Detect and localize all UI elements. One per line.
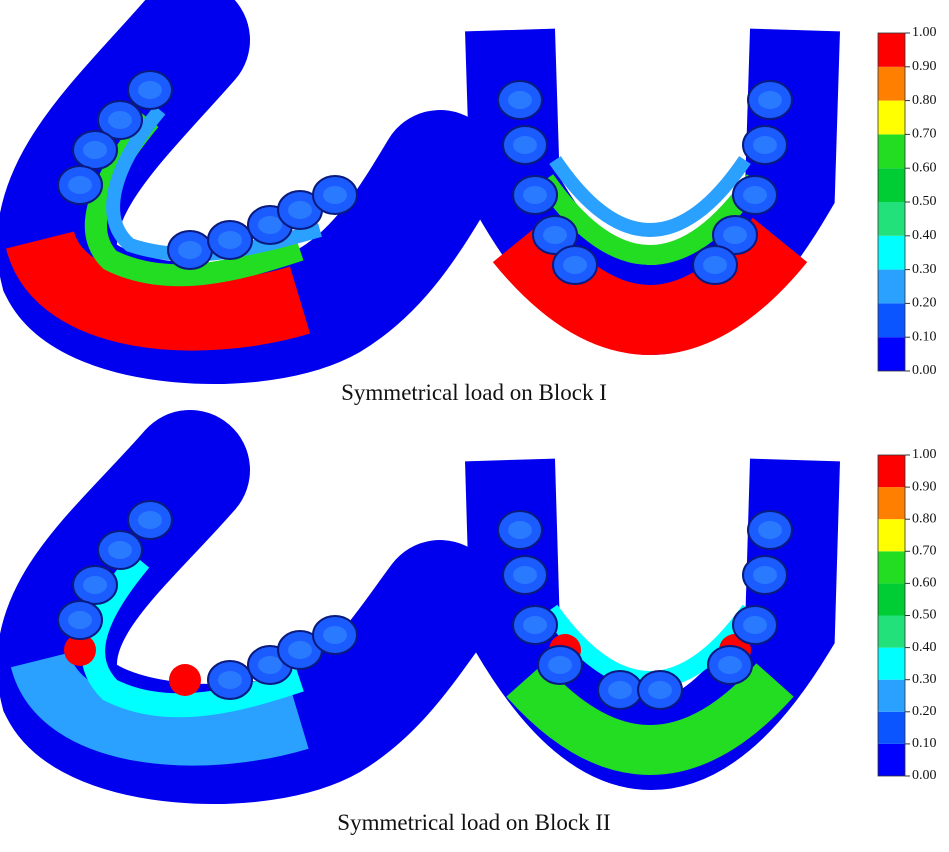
tick-label: 0.10 xyxy=(912,736,937,751)
colorbar-band xyxy=(878,616,905,648)
tick-label: 0.70 xyxy=(912,544,937,559)
colorbar-band xyxy=(878,134,905,168)
tick-label: 0.90 xyxy=(912,479,937,494)
colorbar-band xyxy=(878,648,905,680)
tick-label: 0.00 xyxy=(912,768,937,783)
tick-label: 0.30 xyxy=(912,672,937,687)
tick-label: 1.00 xyxy=(912,25,937,40)
colorbar-band xyxy=(878,303,905,337)
caption: Symmetrical load on Block I xyxy=(341,380,607,405)
tick-label: 0.50 xyxy=(912,194,937,209)
colorbar-band xyxy=(878,583,905,615)
colorbar-band xyxy=(878,455,905,487)
tick-label: 0.10 xyxy=(912,329,937,344)
tick-label: 0.80 xyxy=(912,93,937,108)
colorbar-band xyxy=(878,67,905,101)
colorbar-band xyxy=(878,487,905,519)
colorbar-band xyxy=(878,551,905,583)
tick-label: 1.00 xyxy=(912,447,937,462)
colorbar-band xyxy=(878,33,905,67)
tick-label: 0.50 xyxy=(912,608,937,623)
colorbar-band xyxy=(878,202,905,236)
tick-label: 0.90 xyxy=(912,59,937,74)
model-image xyxy=(498,460,795,750)
tick-label: 0.60 xyxy=(912,576,937,591)
colorbar-band xyxy=(878,519,905,551)
tick-label: 0.70 xyxy=(912,127,937,142)
colorbar-band xyxy=(878,680,905,712)
colorbar-band xyxy=(878,744,905,776)
tick-label: 0.20 xyxy=(912,296,937,311)
model-image xyxy=(40,40,440,324)
model-image xyxy=(40,470,440,744)
tick-label: 0.20 xyxy=(912,704,937,719)
tick-label: 0.80 xyxy=(912,511,937,526)
tick-label: 0.40 xyxy=(912,640,937,655)
tick-label: 0.00 xyxy=(912,363,937,378)
colorbar-band xyxy=(878,168,905,202)
figure: Symmetrical load on Block I Symmetrical … xyxy=(0,0,949,852)
colorbar-band xyxy=(878,712,905,744)
tick-label: 0.40 xyxy=(912,228,937,243)
model-image xyxy=(498,30,795,320)
tick-label: 0.60 xyxy=(912,160,937,175)
colorbar-band xyxy=(878,270,905,304)
colorbar-band xyxy=(878,236,905,270)
colorbar-band xyxy=(878,337,905,371)
tick-label: 0.30 xyxy=(912,262,937,277)
caption: Symmetrical load on Block II xyxy=(337,810,610,835)
colorbar-band xyxy=(878,101,905,135)
